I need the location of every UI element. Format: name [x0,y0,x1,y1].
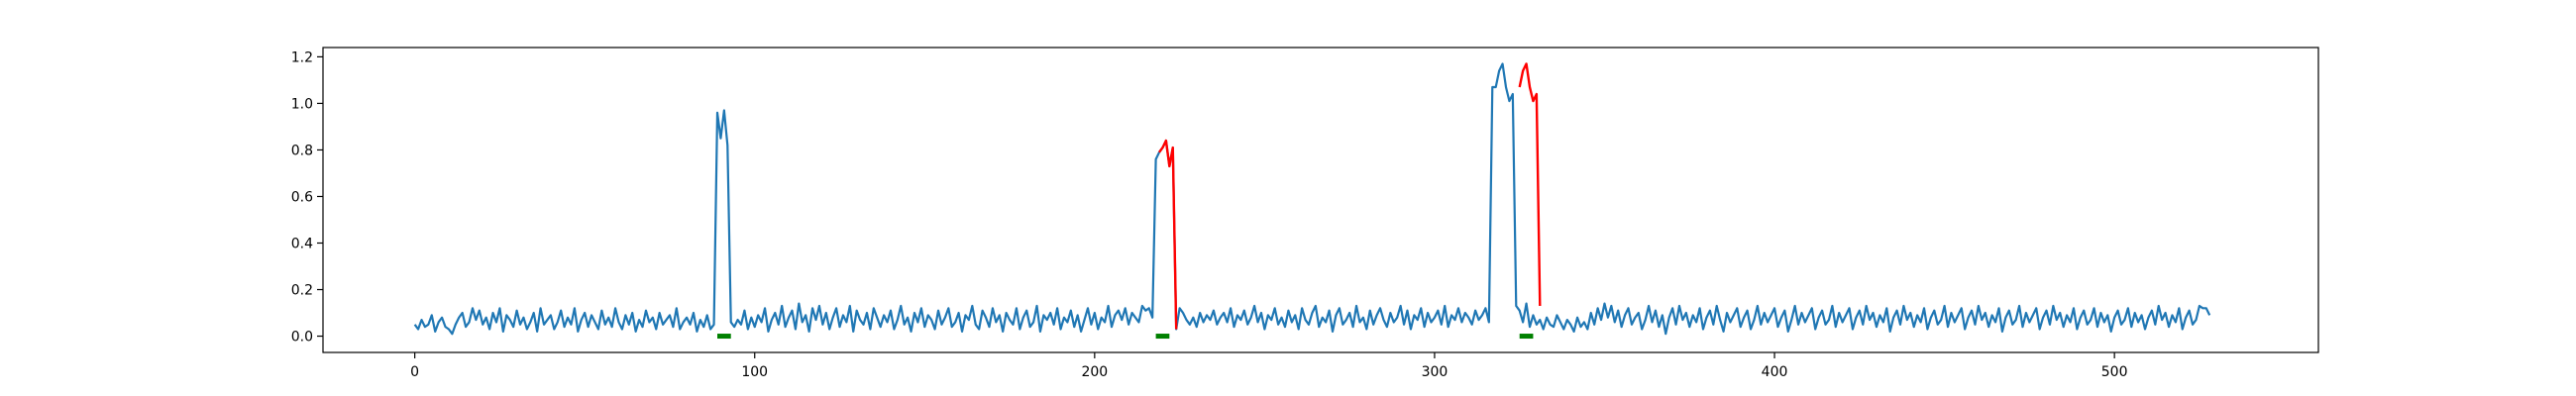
axes-frame [322,47,2319,353]
y-tick-label: 0.2 [291,283,313,299]
signal-series-line [413,62,2211,336]
x-tick-label: 100 [741,364,768,380]
plot-area [413,62,2211,340]
highlight-segment-2 [1518,62,1542,306]
x-axis: 0 100 200 300 400 500 [410,352,2128,380]
y-tick-label: 0.0 [291,330,313,346]
x-tick-label: 0 [410,364,419,380]
y-axis: 0.0 0.2 0.4 0.6 0.8 1.0 1.2 [291,50,323,346]
y-tick-label: 0.6 [291,189,313,205]
y-tick-label: 1.0 [291,96,313,112]
x-tick-label: 500 [2101,364,2128,380]
highlight-segment-1 [1158,139,1178,330]
x-tick-label: 300 [1422,364,1449,380]
x-tick-label: 400 [1762,364,1788,380]
y-tick-label: 0.4 [291,236,313,251]
y-tick-label: 0.8 [291,143,313,158]
x-tick-label: 200 [1081,364,1108,380]
y-tick-label: 1.2 [291,50,313,65]
